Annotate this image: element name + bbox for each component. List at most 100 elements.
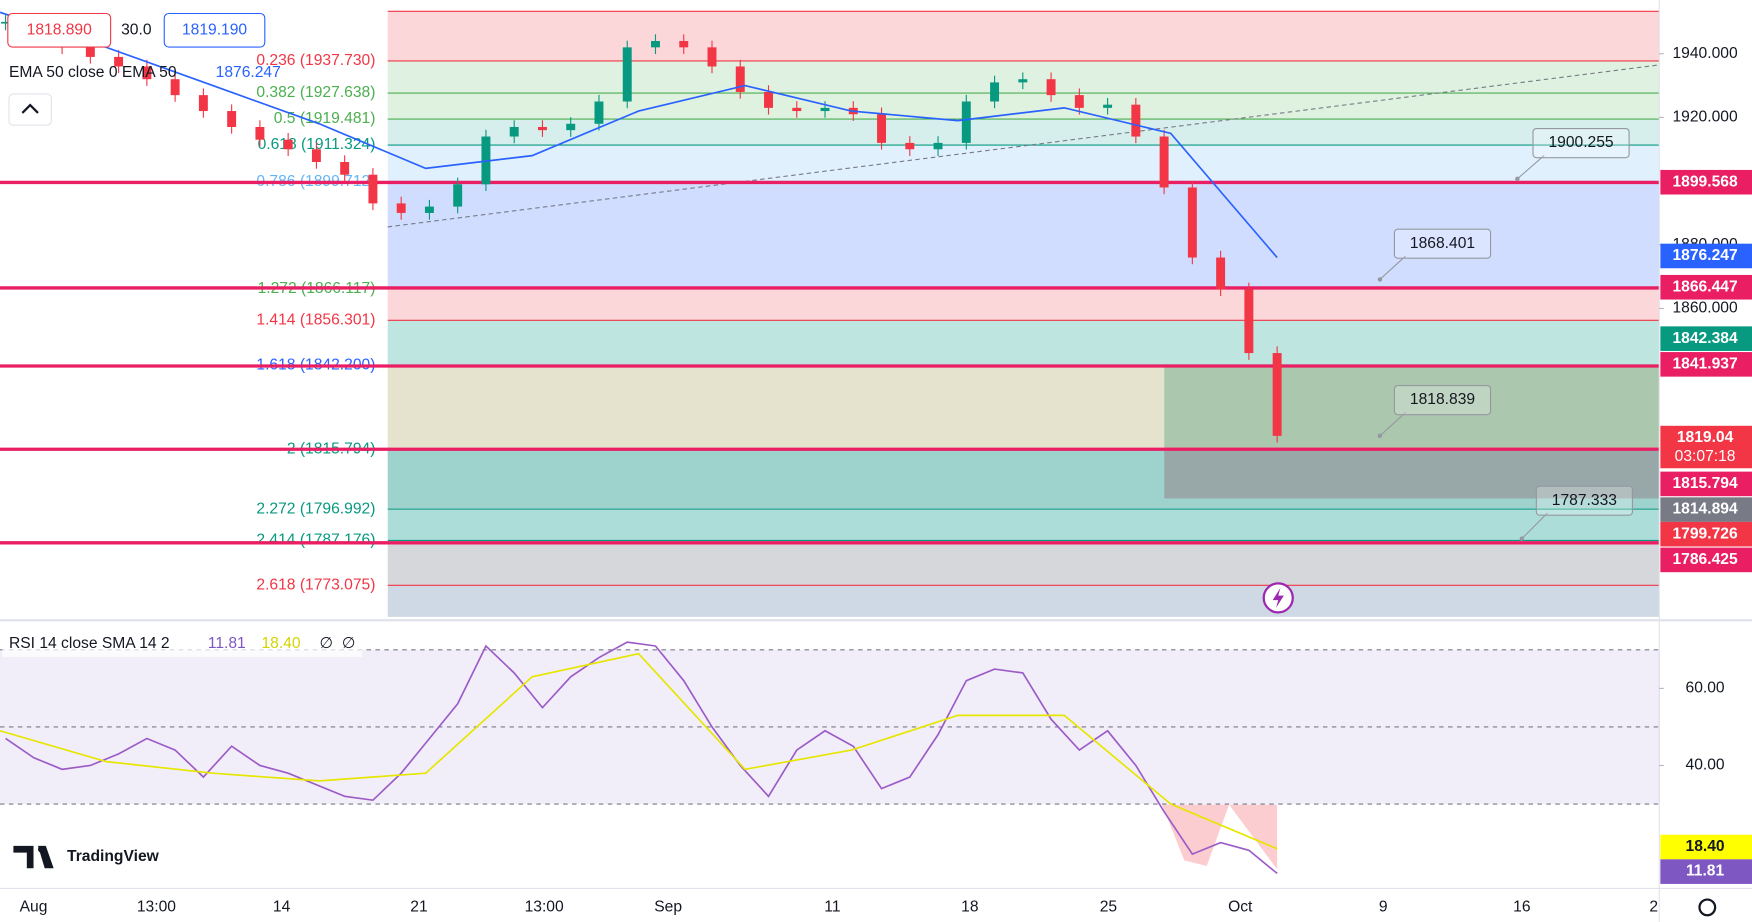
sma-legend-value: 18.40 xyxy=(261,635,300,652)
candle xyxy=(1074,95,1084,108)
candle xyxy=(622,47,632,102)
price-tick-label: 1940.000 xyxy=(1672,45,1737,62)
ask-box[interactable] xyxy=(163,12,266,48)
ask-price: 1819.190 xyxy=(182,21,247,38)
rsi-tick-label: 40.00 xyxy=(1686,757,1725,774)
fib-band xyxy=(387,585,1660,617)
rsi-line xyxy=(5,641,1278,875)
candle xyxy=(1131,104,1141,137)
candle xyxy=(933,142,943,150)
time-label: 13:00 xyxy=(525,899,564,916)
rsi-legend-bg xyxy=(2,628,363,658)
callout-pointer xyxy=(1521,512,1548,540)
candle xyxy=(877,114,887,143)
time-label: 21 xyxy=(410,899,427,916)
candle xyxy=(1159,136,1169,188)
callout-pointer xyxy=(1516,154,1545,180)
candle xyxy=(509,126,519,137)
rsi-tick-label: 60.00 xyxy=(1686,680,1725,697)
bid-box[interactable] xyxy=(7,12,112,48)
fib-band xyxy=(387,365,1660,450)
fib-label: 2.618 (1773.075) xyxy=(256,576,375,593)
trend-line xyxy=(387,64,1660,228)
time-label: 18 xyxy=(961,899,979,916)
candle xyxy=(85,47,95,57)
price-tag-label: 1876.247 xyxy=(1672,247,1737,264)
collapse-arrow xyxy=(21,103,39,114)
candle xyxy=(1018,79,1028,83)
ema-line xyxy=(0,11,1278,259)
price-tag-label: 1814.894 xyxy=(1672,501,1737,518)
time-label: 2 xyxy=(1649,899,1658,916)
candle xyxy=(1103,104,1113,108)
fib-label: 0.5 (1919.481) xyxy=(274,110,376,127)
candle xyxy=(961,101,971,143)
candle xyxy=(905,142,915,150)
time-label: Aug xyxy=(20,899,48,916)
time-label: 11 xyxy=(824,899,840,916)
candle xyxy=(764,91,773,108)
price-tag xyxy=(1660,352,1752,377)
callout-label: 1900.255 xyxy=(1548,134,1613,151)
fib-band xyxy=(387,60,1660,94)
price-tick-label: 1920.000 xyxy=(1672,109,1737,126)
callout-anchor xyxy=(1519,536,1525,541)
collapse-button[interactable] xyxy=(8,93,52,126)
countdown: 03:07:18 xyxy=(1675,448,1736,465)
candle xyxy=(990,82,1000,102)
rsi-tag-label: 11.81 xyxy=(1686,863,1725,880)
price-tag-label: 1899.568 xyxy=(1672,173,1737,190)
candle xyxy=(1046,79,1056,96)
price-tag xyxy=(1660,497,1752,522)
na-value: ∅ xyxy=(320,635,334,652)
logo-dot xyxy=(37,845,45,853)
settings-icon[interactable] xyxy=(1698,898,1717,917)
candle xyxy=(170,79,180,96)
time-label: Oct xyxy=(1228,899,1253,916)
callout-label: 1787.333 xyxy=(1552,492,1617,509)
callout-box xyxy=(1393,228,1492,259)
candle xyxy=(311,149,321,162)
sma-tag-label: 18.40 xyxy=(1686,838,1725,855)
candle xyxy=(114,56,124,67)
candle xyxy=(594,101,604,124)
callout-label: 1818.839 xyxy=(1410,391,1475,408)
fib-band xyxy=(387,289,1660,321)
price-tag xyxy=(1660,471,1752,497)
candle xyxy=(735,66,745,92)
price-tag xyxy=(1660,547,1752,573)
candle xyxy=(707,47,717,67)
price-tag-label: 1842.384 xyxy=(1672,330,1737,347)
candle xyxy=(424,206,434,213)
ema-legend-value: 1876.247 xyxy=(216,64,281,81)
rsi-tag xyxy=(1660,859,1752,884)
candle xyxy=(227,111,237,127)
bid-price: 1818.890 xyxy=(27,21,92,38)
position-profit xyxy=(1164,364,1660,448)
candle xyxy=(566,123,576,131)
fib-band xyxy=(387,509,1660,541)
fib-band xyxy=(387,145,1660,183)
fib-band xyxy=(387,119,1660,146)
price-tick-label: 1860.000 xyxy=(1672,300,1737,317)
fib-label: 2.272 (1796.992) xyxy=(256,500,375,517)
fib-band xyxy=(387,540,1660,586)
callout-pointer xyxy=(1379,411,1406,437)
time-label: 14 xyxy=(273,899,291,916)
na-value: ∅ xyxy=(342,635,356,652)
candle xyxy=(453,184,463,207)
candle xyxy=(368,174,378,204)
price-tag-label: 1819.04 xyxy=(1677,429,1734,446)
candle xyxy=(1187,187,1197,258)
time-label: 13:00 xyxy=(137,899,176,916)
fib-label: 0.236 (1937.730) xyxy=(256,52,375,69)
candle xyxy=(1,21,11,24)
spread: 30.0 xyxy=(121,21,152,38)
price-tag-label: 1799.726 xyxy=(1672,525,1737,542)
candle xyxy=(396,203,406,213)
rsi-band xyxy=(0,649,1660,805)
candle xyxy=(142,66,152,80)
callout-box xyxy=(1535,485,1634,516)
